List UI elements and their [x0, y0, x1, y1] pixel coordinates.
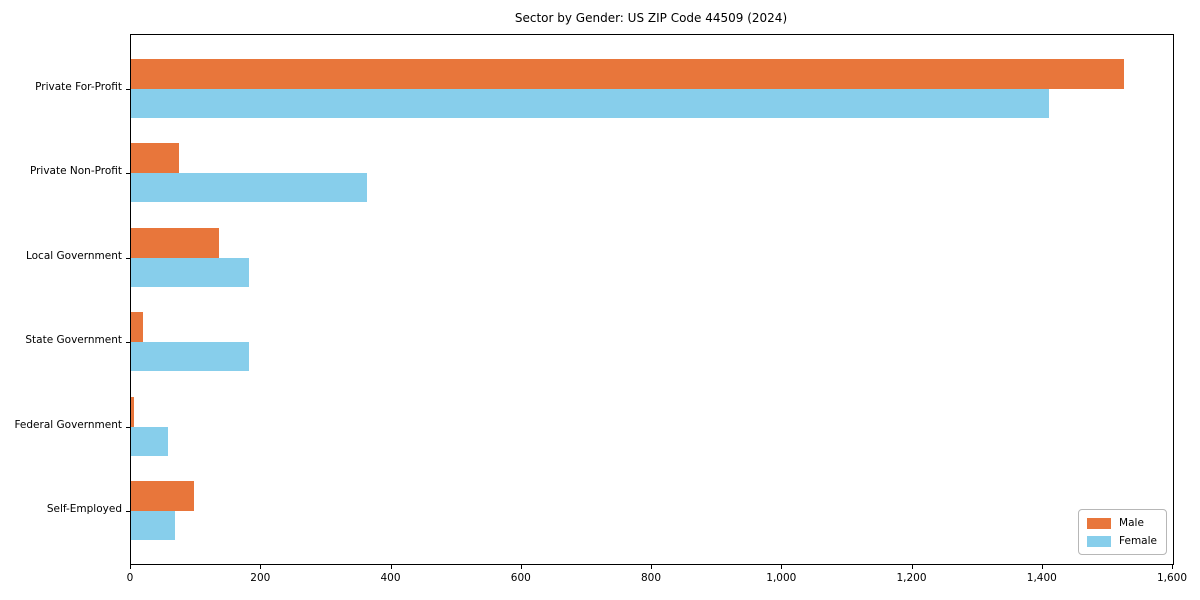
- y-tick-mark: [126, 342, 131, 344]
- plot-area: Male Female: [126, 34, 1174, 565]
- legend-swatch-female: [1087, 535, 1112, 547]
- x-tick-mark: [781, 564, 783, 569]
- y-tick-mark: [126, 426, 131, 428]
- x-tick-label: 1,400: [1026, 572, 1057, 584]
- x-tick-label: 600: [510, 572, 531, 584]
- y-tick-label: Private For-Profit: [35, 81, 122, 93]
- y-tick-label: Local Government: [25, 249, 122, 262]
- legend-item-male: Male: [1087, 517, 1157, 529]
- legend-label: Male: [1119, 517, 1144, 529]
- y-tick-mark: [126, 257, 131, 259]
- bar-female-4: [131, 426, 169, 456]
- y-tick-label: State Government: [25, 334, 122, 347]
- bar-female-1: [131, 173, 367, 203]
- bar-female-2: [131, 257, 249, 287]
- x-tick-mark: [1172, 564, 1173, 569]
- x-tick-label: 200: [250, 572, 271, 584]
- bar-male-2: [131, 227, 219, 258]
- y-tick-mark: [126, 173, 131, 175]
- x-tick-mark: [520, 564, 522, 569]
- x-tick-label: 800: [640, 572, 662, 584]
- bar-male-5: [131, 481, 195, 511]
- bar-male-4: [131, 396, 135, 427]
- bar-female-3: [131, 342, 249, 372]
- chart-title: Sector by Gender: US ZIP Code 44509 (202…: [514, 11, 788, 25]
- y-tick-mark: [126, 511, 131, 512]
- x-tick-label: 400: [380, 572, 401, 584]
- bar-male-1: [131, 143, 179, 174]
- bar-female-0: [131, 89, 1050, 118]
- x-tick-mark: [911, 564, 913, 569]
- legend-swatch-male: [1087, 517, 1112, 529]
- legend-label: Female: [1119, 535, 1157, 547]
- y-tick-label: Federal Government: [14, 418, 122, 431]
- y-tick-mark: [126, 89, 131, 90]
- bar-female-5: [131, 511, 176, 540]
- x-tick-label: 1,200: [896, 572, 927, 584]
- x-tick-mark: [260, 564, 262, 569]
- bar-male-0: [131, 59, 1125, 89]
- y-tick-label: Self-Employed: [46, 503, 122, 515]
- x-tick-label: 0: [126, 572, 134, 584]
- x-tick-mark: [1041, 564, 1043, 569]
- x-tick-mark: [651, 564, 652, 569]
- legend: Male Female: [1078, 509, 1167, 555]
- bar-male-3: [131, 312, 143, 343]
- legend-item-female: Female: [1087, 535, 1157, 547]
- y-tick-label: Private Non-Profit: [29, 165, 122, 178]
- x-tick-label: 1,000: [766, 572, 797, 584]
- x-tick-mark: [130, 564, 131, 569]
- x-tick-label: 1,600: [1156, 572, 1188, 584]
- x-tick-mark: [390, 564, 392, 569]
